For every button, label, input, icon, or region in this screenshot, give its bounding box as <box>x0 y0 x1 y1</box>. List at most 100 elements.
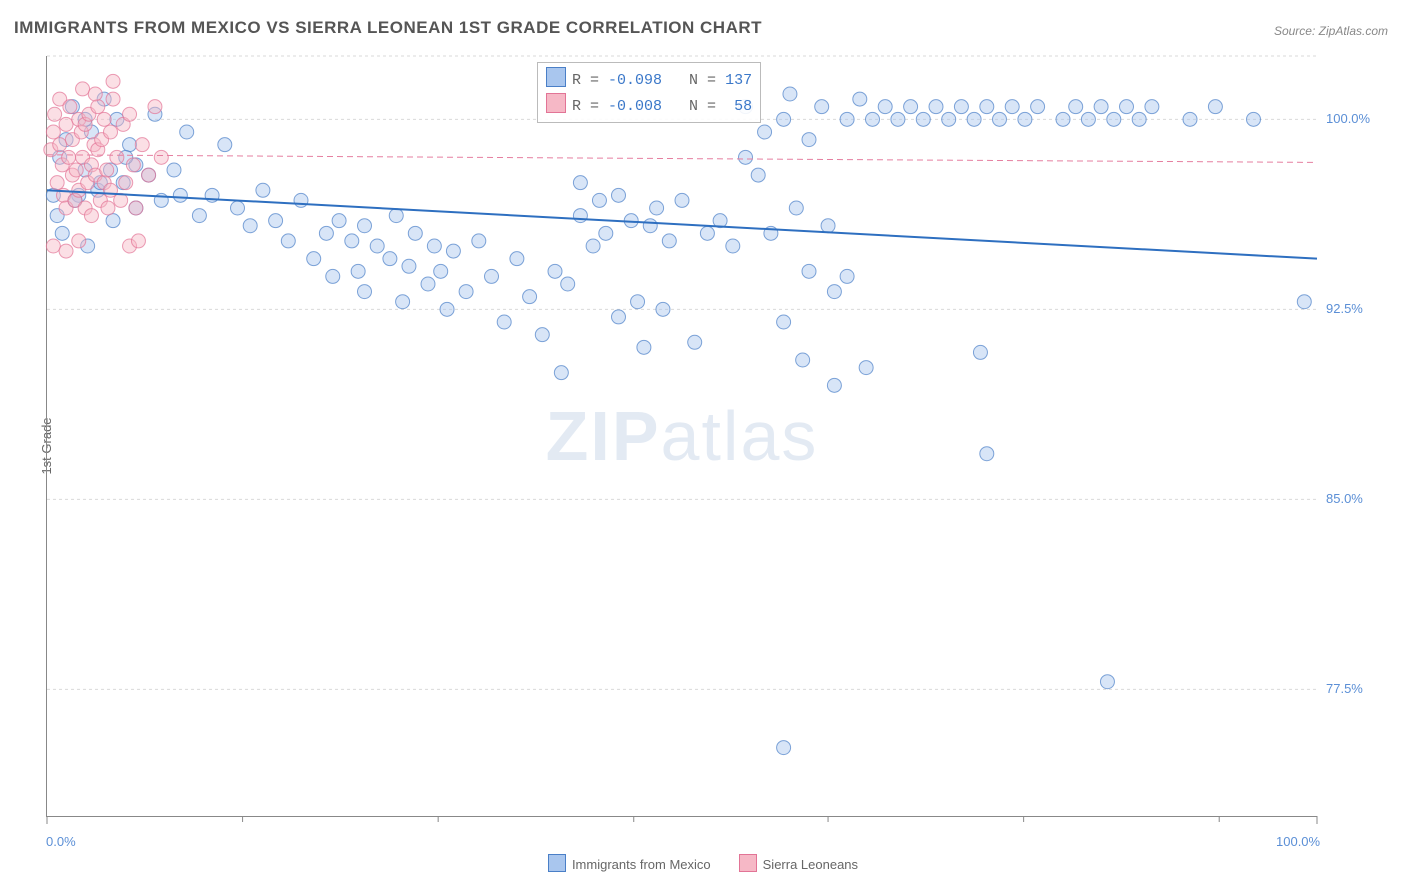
data-point <box>827 378 841 392</box>
data-point <box>345 234 359 248</box>
data-point <box>46 239 60 253</box>
data-point <box>84 209 98 223</box>
chart-title: IMMIGRANTS FROM MEXICO VS SIERRA LEONEAN… <box>14 18 762 38</box>
data-point <box>993 112 1007 126</box>
legend-stat-row: R = -0.008 N = 58 <box>546 93 752 119</box>
data-point <box>726 239 740 253</box>
data-point <box>1247 112 1261 126</box>
data-point <box>796 353 810 367</box>
data-point <box>126 158 140 172</box>
data-point <box>573 209 587 223</box>
data-point <box>1031 100 1045 114</box>
data-point <box>1056 112 1070 126</box>
x-tick-label: 0.0% <box>46 834 76 849</box>
data-point <box>472 234 486 248</box>
trend-line <box>47 155 1317 163</box>
y-tick-label: 85.0% <box>1326 491 1363 506</box>
data-point <box>592 193 606 207</box>
data-point <box>783 87 797 101</box>
data-point <box>48 107 62 121</box>
data-point <box>1120 100 1134 114</box>
data-point <box>777 112 791 126</box>
data-point <box>815 100 829 114</box>
data-point <box>180 125 194 139</box>
data-point <box>980 447 994 461</box>
data-point <box>72 234 86 248</box>
data-point <box>173 188 187 202</box>
data-point <box>802 133 816 147</box>
data-point <box>916 112 930 126</box>
data-point <box>777 741 791 755</box>
y-tick-label: 92.5% <box>1326 301 1363 316</box>
data-point <box>942 112 956 126</box>
data-point <box>700 226 714 240</box>
data-point <box>1081 112 1095 126</box>
data-point <box>402 259 416 273</box>
data-point <box>53 138 67 152</box>
data-point <box>573 176 587 190</box>
data-point <box>1069 100 1083 114</box>
legend-swatch <box>548 854 566 872</box>
data-point <box>396 295 410 309</box>
data-point <box>332 214 346 228</box>
data-point <box>106 74 120 88</box>
data-point <box>650 201 664 215</box>
data-point <box>1297 295 1311 309</box>
data-point <box>523 290 537 304</box>
data-point <box>751 168 765 182</box>
data-point <box>643 219 657 233</box>
data-point <box>1005 100 1019 114</box>
data-point <box>973 345 987 359</box>
data-point <box>97 112 111 126</box>
data-point <box>446 244 460 258</box>
series-legend: Immigrants from MexicoSierra Leoneans <box>0 854 1406 872</box>
data-point <box>980 100 994 114</box>
data-point <box>104 125 118 139</box>
data-point <box>351 264 365 278</box>
data-point <box>821 219 835 233</box>
data-point <box>1100 675 1114 689</box>
data-point <box>954 100 968 114</box>
plot-area: ZIPatlas R = -0.098 N = 137R = -0.008 N … <box>46 56 1317 817</box>
data-point <box>110 150 124 164</box>
data-point <box>389 209 403 223</box>
data-point <box>904 100 918 114</box>
data-point <box>891 112 905 126</box>
data-point <box>106 214 120 228</box>
data-point <box>148 100 162 114</box>
data-point <box>599 226 613 240</box>
data-point <box>135 138 149 152</box>
data-point <box>231 201 245 215</box>
data-point <box>1145 100 1159 114</box>
data-point <box>434 264 448 278</box>
data-point <box>100 163 114 177</box>
data-point <box>758 125 772 139</box>
data-point <box>789 201 803 215</box>
data-point <box>192 209 206 223</box>
data-point <box>269 214 283 228</box>
data-point <box>119 176 133 190</box>
data-point <box>459 285 473 299</box>
data-point <box>866 112 880 126</box>
correlation-legend: R = -0.098 N = 137R = -0.008 N = 58 <box>537 62 761 123</box>
data-point <box>123 107 137 121</box>
data-point <box>129 201 143 215</box>
data-point <box>88 87 102 101</box>
data-point <box>853 92 867 106</box>
data-point <box>106 92 120 106</box>
data-point <box>59 117 73 131</box>
data-point <box>878 100 892 114</box>
data-point <box>440 302 454 316</box>
y-tick-label: 100.0% <box>1326 111 1370 126</box>
data-point <box>777 315 791 329</box>
data-point <box>326 269 340 283</box>
data-point <box>123 138 137 152</box>
source-attribution: Source: ZipAtlas.com <box>1274 24 1388 38</box>
legend-item: Sierra Leoneans <box>739 857 858 872</box>
data-point <box>485 269 499 283</box>
data-point <box>840 269 854 283</box>
data-point <box>631 295 645 309</box>
data-point <box>218 138 232 152</box>
data-point <box>358 285 372 299</box>
data-point <box>656 302 670 316</box>
